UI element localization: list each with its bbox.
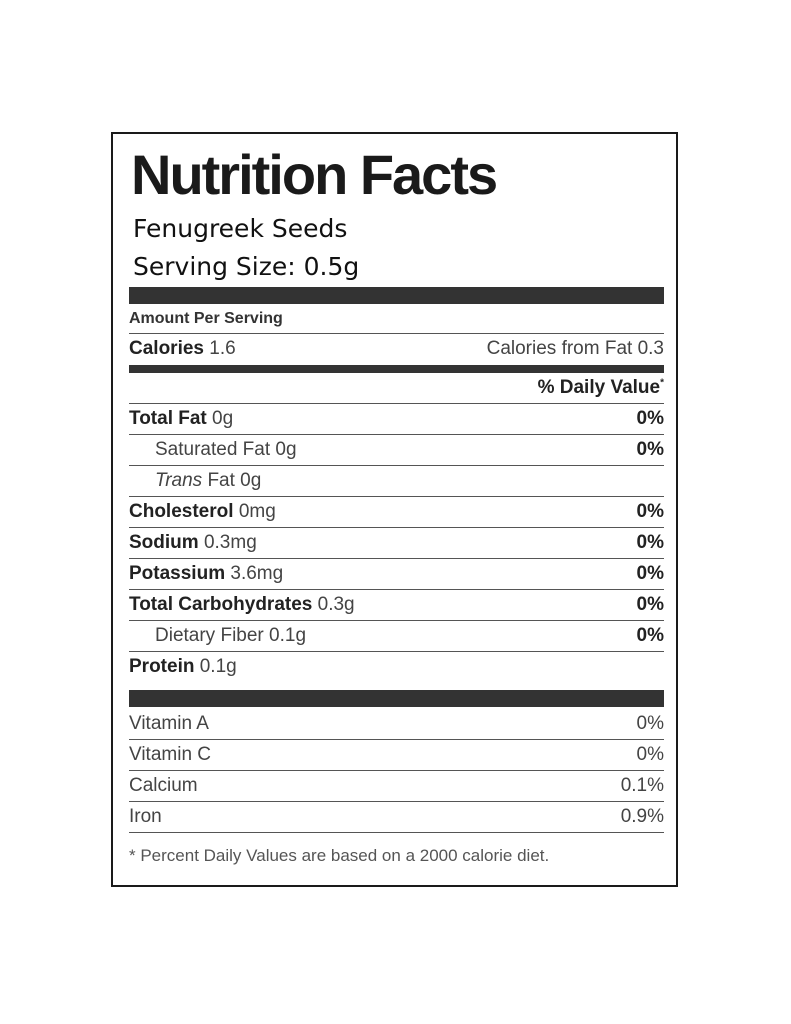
nutrient-value: 3.6mg [230,563,284,584]
divider-thick [129,287,664,304]
vitamin-percent: 0% [636,744,664,765]
divider-thin [129,496,664,497]
nutrient-percent: 0% [636,594,664,615]
nutrient-label: Fat 0g [202,470,262,491]
nutrient-label: Protein [129,656,195,677]
amount-per-serving: Amount Per Serving [129,310,283,327]
daily-value-asterisk: * [660,377,664,389]
calories-label: Calories [129,338,204,359]
nutrient-row: Total Carbohydrates 0.3g 0% [129,590,664,620]
divider-medium [129,365,664,373]
vitamin-label: Vitamin C [129,744,212,765]
calories-from-fat: Calories from Fat 0.3 [486,338,664,359]
divider-thin [129,770,664,771]
divider-thin [129,801,664,802]
daily-value-header: % Daily Value* [537,377,664,398]
nutrient-row: Protein 0.1g [129,652,664,682]
vitamin-label: Calcium [129,775,198,796]
calories-row: Calories 1.6 Calories from Fat 0.3 [129,334,664,364]
nutrition-label: Nutrition Facts Fenugreek Seeds Serving … [111,132,678,887]
nutrient-percent: 0% [636,563,664,584]
nutrient-row: Potassium 3.6mg 0% [129,559,664,589]
divider-thin [129,832,664,833]
nutrient-row: Total Fat 0g 0% [129,404,664,434]
vitamin-row: Vitamin C 0% [129,740,664,770]
nutrient-value: 0.3mg [203,532,257,553]
nutrient-value: 0.3g [317,594,355,615]
label-title: Nutrition Facts [131,143,498,206]
serving-size: Serving Size: 0.5g [133,252,360,281]
nutrient-percent: 0% [636,439,664,460]
calories-cell: Calories 1.6 [129,338,236,360]
nutrient-label-cell: Total Fat 0g [129,408,233,430]
daily-value-header-row: % Daily Value* [129,373,664,403]
vitamin-row: Vitamin A 0% [129,709,664,739]
nutrient-label-cell: Potassium 3.6mg [129,563,283,585]
nutrient-row: Dietary Fiber 0.1g 0% [129,621,664,651]
divider-thin [129,403,664,404]
nutrient-percent: 0% [636,408,664,429]
nutrient-percent: 0% [636,532,664,553]
nutrient-value: 0g [212,408,234,429]
nutrient-label: Sodium [129,532,199,553]
nutrient-row: Saturated Fat 0g 0% [129,435,664,465]
nutrient-value: 0.1g [199,656,237,677]
nutrient-percent: 0% [636,625,664,646]
nutrient-row: Trans Fat 0g [129,466,664,496]
nutrient-label-cell: Sodium 0.3mg [129,532,257,554]
nutrient-label-cell: Trans Fat 0g [129,470,261,492]
divider-thin [129,739,664,740]
divider-thin [129,620,664,621]
divider-thin [129,527,664,528]
vitamin-percent: 0% [636,713,664,734]
amount-per-serving-row: Amount Per Serving [129,304,664,334]
divider-thick [129,690,664,707]
calories-value: 1.6 [209,338,236,359]
nutrient-row: Cholesterol 0mg 0% [129,497,664,527]
divider-thin [129,589,664,590]
nutrient-label: Total Fat [129,408,207,429]
nutrient-percent: 0% [636,501,664,522]
nutrient-label: Cholesterol [129,501,234,522]
nutrient-label: Total Carbohydrates [129,594,313,615]
divider-thin [129,651,664,652]
nutrient-label: Dietary Fiber 0.1g [155,625,307,646]
nutrient-label: Potassium [129,563,226,584]
divider-thin [129,333,664,334]
vitamin-percent: 0.9% [620,806,664,827]
nutrient-label-cell: Total Carbohydrates 0.3g [129,594,355,616]
vitamin-row: Calcium 0.1% [129,771,664,801]
product-name: Fenugreek Seeds [133,214,348,243]
vitamin-label: Vitamin A [129,713,209,734]
vitamin-row: Iron 0.9% [129,802,664,832]
nutrient-label-cell: Protein 0.1g [129,656,237,678]
divider-thin [129,558,664,559]
nutrient-row: Sodium 0.3mg 0% [129,528,664,558]
nutrient-label-cell: Cholesterol 0mg [129,501,276,523]
divider-thin [129,434,664,435]
footnote: * Percent Daily Values are based on a 20… [129,846,550,865]
nutrient-value: 0mg [238,501,276,522]
nutrient-label-italic: Trans [155,470,203,491]
nutrient-label: Saturated Fat 0g [155,439,297,460]
divider-thin [129,465,664,466]
vitamin-label: Iron [129,806,162,827]
vitamin-percent: 0.1% [620,775,664,796]
